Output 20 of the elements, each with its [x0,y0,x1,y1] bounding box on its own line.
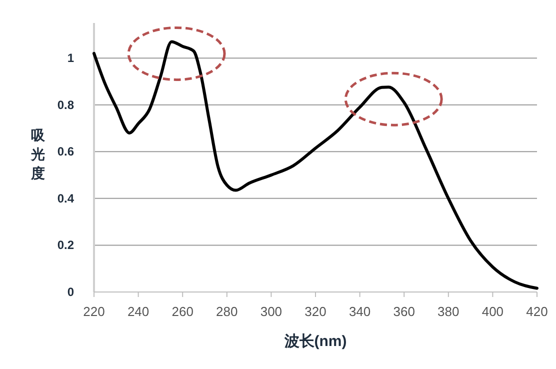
y-tick-label: 0 [67,285,74,299]
x-tick-label: 380 [438,304,460,319]
x-tick-label: 260 [172,304,194,319]
x-tick-label: 340 [348,304,371,319]
y-axis-title: 吸光度 [30,127,46,181]
y-tick-label: 0.8 [57,98,74,112]
y-tick-label: 0.4 [57,191,74,206]
y-tick-label: 1 [67,51,74,66]
y-tick-label: 0.6 [57,144,74,159]
x-tick-label: 300 [260,304,282,319]
line-series [92,40,538,290]
x-tick-label: 240 [127,304,150,319]
x-tick-label: 360 [393,304,415,319]
y-tick-label: 0.2 [57,238,74,252]
x-axis-title: 波长(nm) [283,333,347,350]
x-tick-label: 400 [482,304,504,319]
x-tick-label: 220 [83,304,105,319]
x-tick-label: 320 [304,304,326,319]
x-tick-label: 280 [216,304,238,319]
x-tick-label: 420 [526,304,548,319]
